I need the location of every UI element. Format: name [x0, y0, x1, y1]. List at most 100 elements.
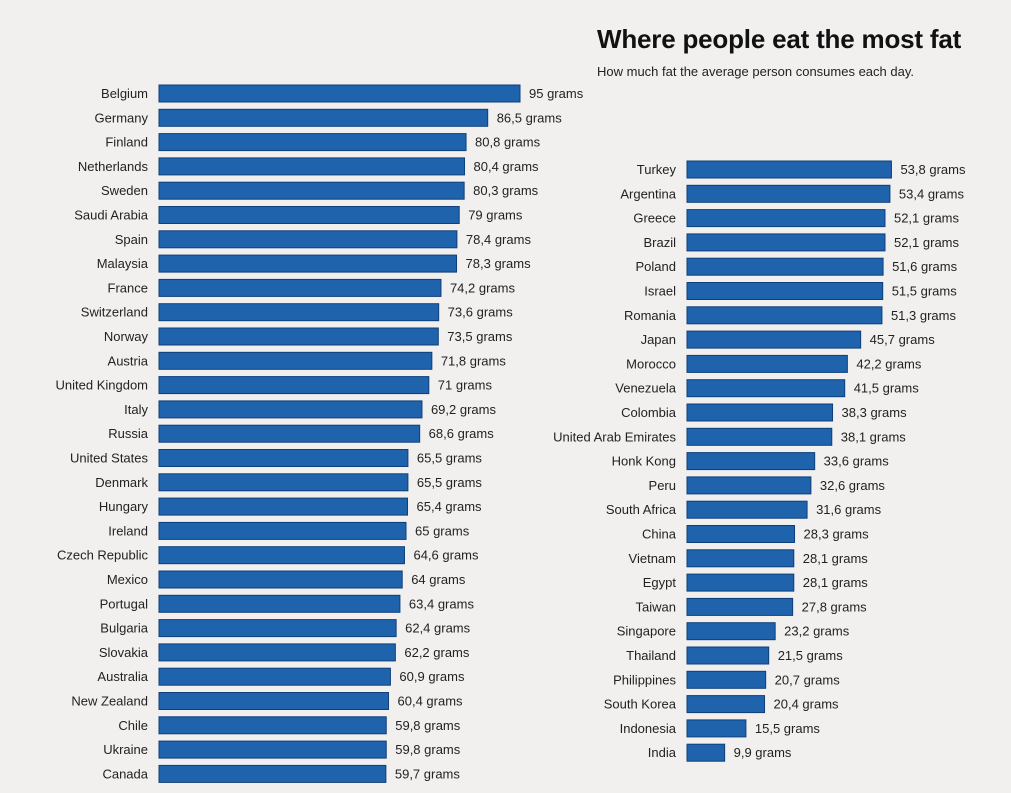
bar: [686, 427, 833, 446]
bar: [686, 403, 834, 422]
bar: [686, 233, 886, 252]
value-label: 65,4 grams: [417, 499, 483, 514]
bar: [686, 573, 795, 592]
category-label: Malaysia: [97, 256, 149, 271]
bar: [158, 157, 466, 176]
category-label: United Kingdom: [56, 378, 149, 393]
value-label: 41,5 grams: [854, 381, 920, 396]
category-label: France: [108, 280, 148, 295]
value-label: 45,7 grams: [870, 332, 936, 347]
bar: [686, 597, 794, 616]
category-label: Argentina: [620, 186, 676, 201]
category-label: Bulgaria: [100, 621, 148, 636]
category-label: Chile: [118, 718, 148, 733]
bar: [686, 476, 812, 495]
value-label: 23,2 grams: [784, 624, 850, 639]
category-label: Italy: [124, 402, 148, 417]
category-label: Spain: [115, 232, 148, 247]
value-label: 65,5 grams: [417, 451, 483, 466]
category-label: Singapore: [617, 624, 676, 639]
category-label: Romania: [624, 308, 677, 323]
category-label: Switzerland: [81, 305, 148, 320]
category-label: Sweden: [101, 183, 148, 198]
value-label: 59,8 grams: [395, 742, 461, 757]
value-label: 63,4 grams: [409, 596, 475, 611]
bar: [158, 327, 439, 346]
value-label: 27,8 grams: [802, 599, 868, 614]
category-label: Germany: [95, 110, 149, 125]
value-label: 64 grams: [411, 572, 466, 587]
bar: [158, 594, 401, 613]
value-label: 33,6 grams: [824, 454, 890, 469]
bar: [686, 282, 884, 300]
value-label: 59,8 grams: [395, 718, 461, 733]
bar: [686, 209, 886, 228]
category-label: Honk Kong: [612, 454, 676, 469]
bar: [158, 619, 397, 638]
bar: [686, 719, 747, 738]
value-label: 65 grams: [415, 523, 470, 538]
category-label: Canada: [102, 766, 148, 781]
category-label: Russia: [108, 426, 149, 441]
value-label: 71 grams: [438, 378, 493, 393]
category-label: Hungary: [99, 499, 149, 514]
value-label: 20,4 grams: [774, 697, 840, 712]
category-label: China: [642, 527, 677, 542]
category-label: Japan: [641, 332, 676, 347]
bar: [686, 306, 883, 325]
value-label: 65,5 grams: [417, 475, 483, 490]
category-label: Peru: [649, 478, 676, 493]
value-label: 52,1 grams: [894, 211, 960, 226]
bar: [158, 740, 387, 759]
category-label: Turkey: [637, 162, 677, 177]
category-label: Belgium: [101, 86, 148, 101]
category-label: Vietnam: [629, 551, 676, 566]
bar: [158, 497, 409, 516]
bar: [686, 695, 766, 714]
category-label: Brazil: [643, 235, 676, 250]
category-label: Ukraine: [103, 742, 148, 757]
value-label: 31,6 grams: [816, 502, 882, 517]
bar: [158, 278, 442, 297]
category-label: Australia: [97, 669, 148, 684]
bar: [686, 452, 816, 471]
bar: [686, 743, 726, 762]
bar: [158, 449, 409, 467]
bar: [158, 303, 440, 322]
bar: [158, 643, 396, 662]
value-label: 28,3 grams: [804, 527, 870, 542]
category-label: Taiwan: [636, 599, 676, 614]
bar: [686, 622, 776, 641]
value-label: 9,9 grams: [734, 745, 792, 760]
category-label: Norway: [104, 329, 149, 344]
bar: [158, 351, 433, 370]
bar: [686, 500, 808, 519]
value-label: 95 grams: [529, 86, 584, 101]
category-label: New Zealand: [71, 694, 148, 709]
bar: [686, 257, 884, 276]
value-label: 73,5 grams: [447, 329, 513, 344]
value-label: 42,2 grams: [856, 356, 922, 371]
bar: [158, 206, 460, 224]
value-label: 60,9 grams: [399, 669, 465, 684]
value-label: 80,3 grams: [473, 183, 539, 198]
value-label: 78,4 grams: [466, 232, 532, 247]
value-label: 21,5 grams: [778, 648, 844, 663]
bar: [686, 330, 862, 349]
category-label: South Korea: [604, 697, 677, 712]
category-label: Netherlands: [78, 159, 149, 174]
value-label: 68,6 grams: [429, 426, 495, 441]
bar: [686, 525, 796, 543]
value-label: 71,8 grams: [441, 353, 507, 368]
value-label: 15,5 grams: [755, 721, 821, 736]
category-label: United States: [70, 451, 149, 466]
value-label: 51,5 grams: [892, 284, 958, 299]
bar: [158, 108, 489, 127]
category-label: Egypt: [643, 575, 677, 590]
value-label: 74,2 grams: [450, 280, 516, 295]
category-label: United Arab Emirates: [553, 429, 676, 444]
value-label: 64,6 grams: [413, 548, 479, 563]
bar: [158, 667, 391, 686]
category-label: Denmark: [95, 475, 148, 490]
